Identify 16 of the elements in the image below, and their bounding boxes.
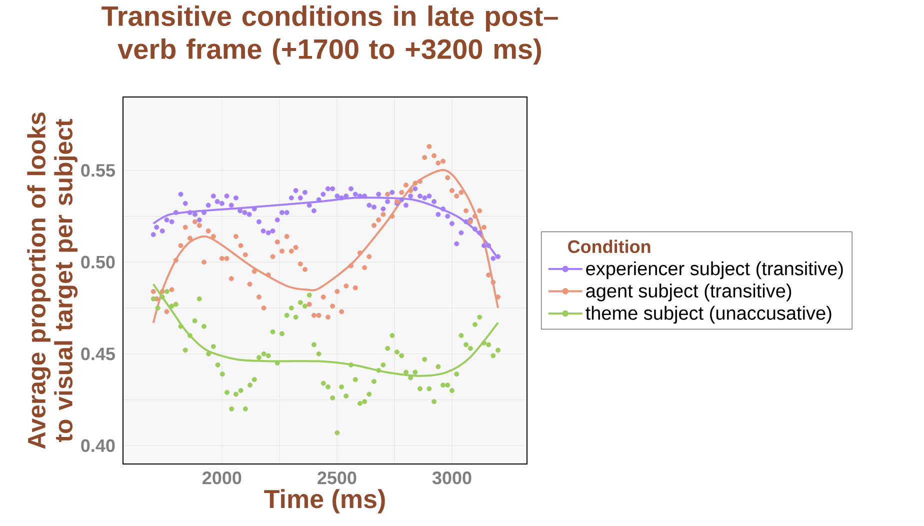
line-series	[152, 169, 500, 324]
y-tick-label: 0.45	[81, 348, 115, 360]
chart-title: Transitive conditions in late post–verb frame (+1700 to +3200 ms)	[102, 6, 558, 65]
legend-title: Condition	[568, 240, 650, 254]
x-tick-label: 2500	[318, 472, 356, 484]
x-axis-title: Time (ms)	[264, 489, 385, 514]
legend-label: experiencer subject (transitive)	[586, 261, 843, 280]
x-tick-label: 3000	[432, 472, 472, 484]
y-axis-title: Average proportion of looks to visual target per subject	[27, 112, 78, 449]
y-tick-label: 0.55	[81, 164, 115, 177]
line-series	[152, 283, 500, 377]
y-tick-label: 0.50	[81, 256, 115, 269]
x-tick-label: 2000	[202, 472, 242, 484]
legend-label: agent subject (transitive)	[586, 284, 792, 302]
legend-label: theme subject (unaccusative)	[586, 306, 832, 324]
y-tick-label: 0.40	[81, 439, 115, 452]
